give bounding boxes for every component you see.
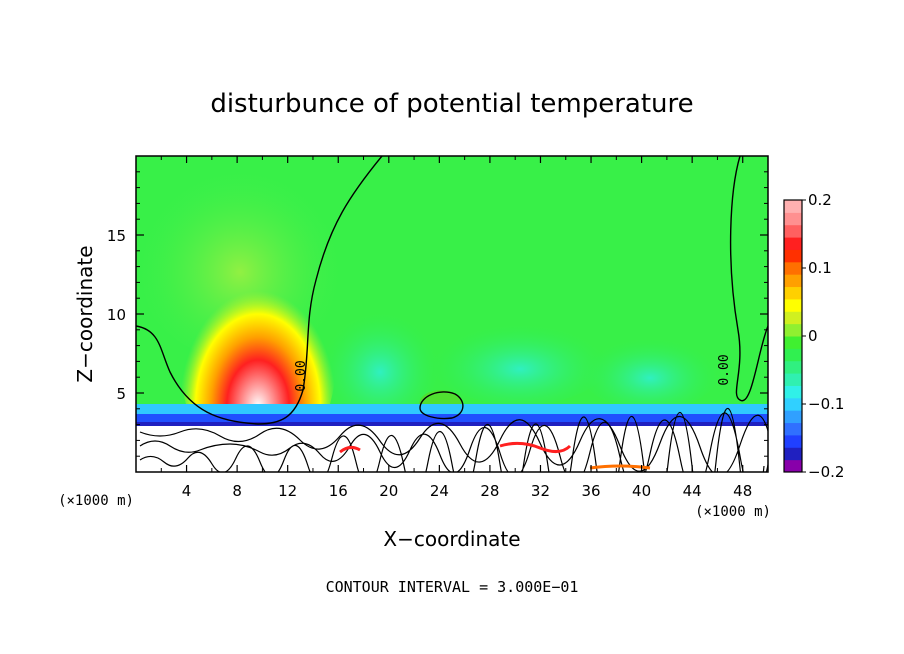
y-axis-label: Z−coordinate (73, 245, 97, 382)
x-tick-label: 28 (480, 482, 499, 500)
y-tick-label: 15 (107, 227, 126, 245)
colorbar-swatch (784, 212, 802, 226)
y-tick-label: 5 (116, 385, 126, 403)
colorbar-swatch (784, 336, 802, 349)
colorbar-swatch (784, 298, 802, 312)
x-tick-label: 8 (232, 482, 242, 500)
colorbar-swatch (784, 311, 802, 325)
bl-contours (139, 408, 768, 472)
colorbar-swatch (784, 410, 802, 424)
x-tick-label: 12 (278, 482, 297, 500)
colorbar-tick-label: −0.1 (808, 395, 844, 413)
colorbar-swatch (784, 274, 802, 288)
colorbar-swatch (784, 286, 802, 300)
contour-interval-note: CONTOUR INTERVAL = 3.000E−01 (326, 578, 579, 596)
contour-label-left: 0.00 (294, 360, 309, 391)
y-tick-label: 10 (107, 306, 126, 324)
colorbar-swatch (784, 249, 802, 263)
bl-red-streak (339, 441, 572, 454)
x-unit-right: (×1000 m) (695, 504, 771, 520)
x-tick-label: 48 (733, 482, 752, 500)
colorbar-tick-label: −0.2 (808, 463, 844, 481)
y-axis-ticks: 5 10 15 (107, 171, 768, 457)
x-axis-ticks: 4 8 12 16 20 24 28 32 36 40 44 48 (160, 156, 752, 500)
bl-orange-streak (589, 464, 651, 470)
x-tick-label: 32 (531, 482, 550, 500)
contour-label-right: 0.00 (717, 354, 732, 385)
colorbar-swatch (784, 348, 802, 362)
colorbar-swatch (784, 385, 802, 399)
x-unit-left: (×1000 m) (58, 493, 134, 509)
colorbar-swatch (784, 237, 802, 250)
colorbar-swatch (784, 373, 802, 386)
colorbar-swatch (784, 360, 802, 374)
colorbar-swatch (784, 434, 802, 448)
cool-region-mid (430, 315, 610, 405)
x-tick-label: 4 (182, 482, 192, 500)
cold-band-cyan (136, 404, 768, 414)
colorbar-swatch (784, 224, 802, 238)
colorbar-tick-label: 0.1 (808, 259, 832, 277)
colorbar-swatch (784, 447, 802, 461)
x-tick-label: 24 (430, 482, 449, 500)
colorbar-swatch (784, 397, 802, 411)
x-tick-label: 36 (581, 482, 600, 500)
colorbar-ticks: 0.2 0.1 0 −0.1 −0.2 (802, 191, 844, 481)
colorbar (783, 199, 803, 473)
zero-contour-left (136, 156, 383, 425)
zero-contour-blob (419, 391, 464, 420)
x-tick-label: 44 (683, 482, 702, 500)
colorbar-tick-label: 0.2 (808, 191, 832, 209)
x-tick-label: 20 (379, 482, 398, 500)
colorbar-swatch (784, 200, 802, 213)
cool-region-left (320, 300, 440, 420)
x-tick-label: 16 (329, 482, 348, 500)
cool-region-right (580, 330, 720, 410)
x-tick-label: 40 (632, 482, 651, 500)
colorbar-swatch (784, 261, 802, 275)
chart-title: disturbunce of potential temperature (210, 89, 693, 119)
colorbar-tick-label: 0 (808, 327, 818, 345)
plot-field: 0.00 0.00 (136, 156, 768, 472)
zero-contour-right (729, 156, 768, 402)
colorbar-swatch (784, 422, 802, 436)
x-axis-label: X−coordinate (383, 527, 520, 551)
cold-band-dark (136, 422, 768, 426)
colorbar-swatch (784, 459, 802, 473)
colorbar-swatch (784, 323, 802, 337)
